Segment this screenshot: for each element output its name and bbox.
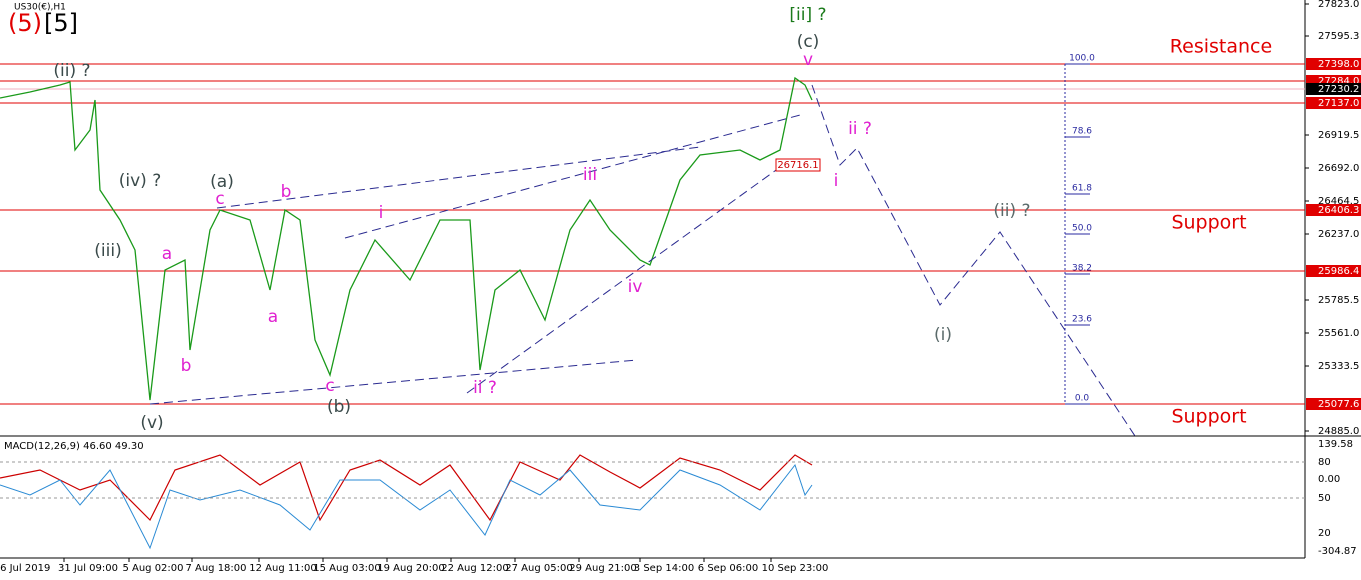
symbol: US30(€),H1	[14, 3, 66, 13]
time-label: 26 Jul 2019	[0, 563, 50, 574]
zone-label: Resistance	[1170, 36, 1272, 58]
wave-label: (a)	[210, 172, 234, 192]
level-box	[1306, 265, 1361, 277]
fib-label: 50.0	[1072, 224, 1092, 234]
macd-axis-label: 0.00	[1318, 474, 1340, 485]
wave-label: (ii) ?	[53, 61, 90, 81]
macd-main	[0, 463, 813, 550]
level-box	[1306, 58, 1361, 70]
fib-label: 38.2	[1072, 264, 1092, 274]
wave-label: b	[181, 356, 192, 376]
level-box	[1306, 97, 1361, 109]
wave-label: [ii] ?	[789, 5, 826, 25]
wave-label: (v)	[140, 413, 163, 433]
level-label: 26406.3	[1318, 205, 1359, 216]
price-label: 26692.0	[1318, 163, 1359, 174]
price-marker-box	[775, 158, 821, 172]
time-label: 15 Aug 03:00	[313, 563, 380, 574]
zone-label: Support	[1171, 406, 1246, 428]
price-marker: 26716.1	[777, 160, 818, 171]
wave-label: a	[162, 244, 172, 264]
time-label: 22 Aug 12:00	[441, 563, 508, 574]
level-label: 27284.0	[1318, 76, 1359, 87]
wave-label: c	[215, 189, 224, 209]
fib-label: 100.0	[1069, 54, 1095, 64]
level-label: 27230.2	[1318, 84, 1359, 95]
wave-label: v	[803, 50, 813, 70]
time-label: 19 Aug 20:00	[377, 563, 444, 574]
time-label: 5 Aug 02:00	[122, 563, 183, 574]
macd-axis-label: 139.58	[1318, 439, 1353, 450]
time-label: 27 Aug 05:00	[505, 563, 572, 574]
level-label: 27137.0	[1318, 98, 1359, 109]
trend-lines	[149, 84, 1136, 437]
macd-axis-label: 50	[1318, 493, 1331, 504]
time-label: 7 Aug 18:00	[185, 563, 246, 574]
wave-label: b	[281, 182, 292, 202]
price-label: 25333.5	[1318, 361, 1359, 372]
wave-label: i	[834, 171, 839, 191]
wave-label: c	[325, 376, 334, 396]
level-label: 27398.0	[1318, 59, 1359, 70]
macd-axis-label: -304.87	[1318, 546, 1357, 557]
level-label: 25986.4	[1318, 266, 1359, 277]
time-label: 12 Aug 11:00	[249, 563, 316, 574]
macd-axis-label: 20	[1318, 528, 1331, 539]
price-label: 26237.0	[1318, 229, 1359, 240]
time-label: 3 Sep 14:00	[634, 563, 694, 574]
macd-axis-label: 80	[1318, 457, 1331, 468]
wave-label: ii ?	[848, 119, 872, 139]
wave-label: i	[379, 203, 384, 223]
fib-label: 23.6	[1072, 315, 1092, 325]
time-label: 29 Aug 21:00	[569, 563, 636, 574]
time-label: 31 Jul 09:00	[58, 563, 118, 574]
fib-label: 78.6	[1072, 127, 1092, 137]
wave-label: (i)	[934, 325, 952, 345]
wave-label: iv	[628, 277, 643, 297]
wave-label: (iii)	[94, 241, 121, 261]
time-label: 10 Sep 23:00	[762, 563, 829, 574]
wave-label: iii	[583, 165, 597, 185]
price-label: 27823.0	[1318, 0, 1359, 10]
wave-label: (b)	[327, 397, 351, 417]
fib-label: 61.8	[1072, 184, 1092, 194]
zone-label: Support	[1171, 212, 1246, 234]
time-label: 6 Sep 06:00	[698, 563, 758, 574]
wave-degree: (5)	[8, 9, 42, 37]
price-label: 27595.3	[1318, 31, 1359, 42]
level-box	[1306, 83, 1361, 95]
level-box	[1306, 398, 1361, 410]
wave-label: (iv) ?	[119, 171, 161, 191]
price-label: 25785.5	[1318, 295, 1359, 306]
level-box	[1306, 204, 1361, 216]
price-line	[0, 76, 813, 401]
price-label: 26919.5	[1318, 130, 1359, 141]
price-label: 26464.5	[1318, 196, 1359, 207]
wave-label: (ii) ?	[993, 201, 1030, 221]
price-label: 24885.0	[1318, 426, 1359, 437]
macd-signal	[0, 454, 813, 522]
wave-label: a	[268, 307, 278, 327]
wave-degree-alt: [5]	[44, 9, 78, 37]
fib-label: 0.0	[1075, 394, 1090, 404]
level-label: 25077.6	[1318, 399, 1359, 410]
wave-label: (c)	[797, 32, 820, 52]
wave-label: ii ?	[473, 378, 497, 398]
macd-title: MACD(12,26,9) 46.60 49.30	[4, 441, 144, 452]
price-label: 25561.0	[1318, 328, 1359, 339]
